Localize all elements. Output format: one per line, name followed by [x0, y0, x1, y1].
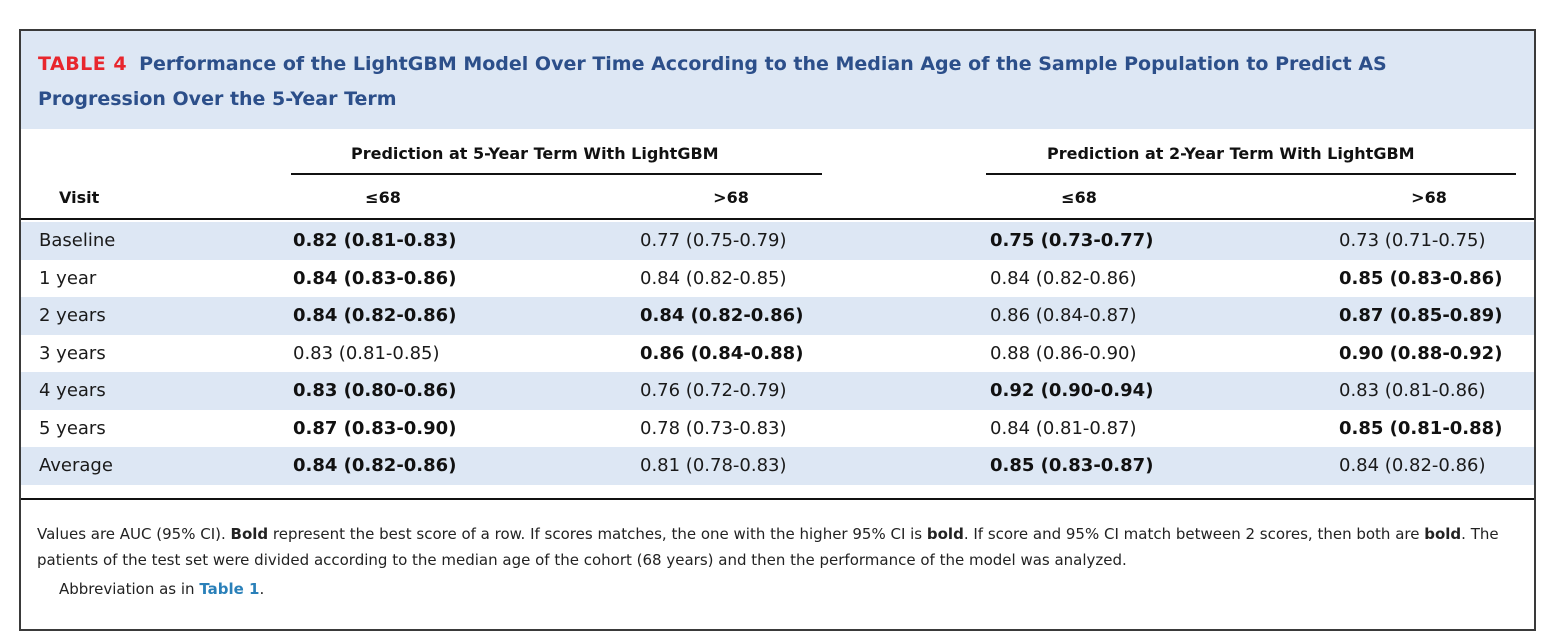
visit-cell: Average	[39, 455, 113, 476]
table-row: Average 0.84 (0.82-0.86) 0.81 (0.78-0.83) 0…	[21, 447, 1534, 485]
visit-cell: 3 years	[39, 342, 106, 364]
footnote-text: . The patients of the test set were divi…	[37, 525, 1499, 569]
auc-cell: 0.78 (0.73-0.83)	[640, 417, 787, 439]
group-rule-5-year	[291, 173, 822, 175]
group-header-5-year: Prediction at 5-Year Term With LightGBM	[351, 144, 719, 163]
auc-cell: 0.81 (0.78-0.83)	[640, 455, 787, 476]
table-1-link[interactable]: Table 1	[199, 580, 260, 598]
auc-cell: 0.88 (0.86-0.90)	[990, 342, 1137, 364]
table-footnote: Values are AUC (95% CI). Bold represent …	[37, 521, 1527, 573]
footnote-text: . If score and 95% CI match between 2 sc…	[963, 525, 1425, 543]
auc-cell: 0.83 (0.81-0.86)	[1339, 380, 1486, 401]
abbreviation-prefix: Abbreviation as in	[59, 580, 200, 598]
table-bottom-rule	[21, 498, 1534, 500]
auc-cell: 0.76 (0.72-0.79)	[640, 380, 787, 401]
auc-cell: 0.86 (0.84-0.88)	[640, 342, 804, 364]
footnote-bold: Bold	[230, 525, 269, 543]
visit-cell: 2 years	[39, 305, 106, 326]
visit-cell: 1 year	[39, 267, 97, 289]
table-row: 1 year 0.84 (0.83-0.86) 0.84 (0.82-0.85) 0.…	[21, 260, 1534, 298]
visit-cell: 5 years	[39, 417, 106, 439]
abbreviation-note: Abbreviation as in Table 1.	[59, 580, 264, 598]
table-title-band: TABLE 4 Performance of the LightGBM Model…	[21, 31, 1534, 129]
abbreviation-suffix: .	[259, 580, 265, 598]
footnote-bold: bold	[1424, 525, 1462, 543]
auc-cell: 0.75 (0.73-0.77)	[990, 230, 1154, 251]
table-row: 2 years 0.84 (0.82-0.86) 0.84 (0.82-0.86) 0…	[21, 297, 1534, 335]
auc-cell: 0.84 (0.81-0.87)	[990, 417, 1137, 439]
auc-cell: 0.77 (0.75-0.79)	[640, 230, 787, 251]
auc-cell: 0.87 (0.83-0.90)	[293, 417, 457, 439]
table-number-label: TABLE 4	[38, 53, 128, 75]
auc-cell: 0.83 (0.81-0.85)	[293, 342, 440, 364]
table-row: 3 years 0.83 (0.81-0.85) 0.86 (0.84-0.88) 0…	[21, 335, 1534, 373]
table-row: 5 years 0.87 (0.83-0.90) 0.78 (0.73-0.83) 0…	[21, 410, 1534, 448]
auc-cell: 0.84 (0.82-0.86)	[990, 267, 1137, 289]
table-row: 4 years 0.83 (0.80-0.86) 0.76 (0.72-0.79) 0…	[21, 372, 1534, 410]
auc-cell: 0.84 (0.82-0.86)	[293, 305, 457, 326]
table-title: TABLE 4 Performance of the LightGBM Model…	[38, 47, 1518, 117]
auc-cell: 0.92 (0.90-0.94)	[990, 380, 1154, 401]
auc-cell: 0.83 (0.80-0.86)	[293, 380, 457, 401]
subheader-5y-le68: ≤68	[365, 188, 401, 207]
footnote-text: represent the best score of a row. If sc…	[268, 525, 927, 543]
auc-cell: 0.84 (0.82-0.86)	[293, 455, 457, 476]
auc-cell: 0.82 (0.81-0.83)	[293, 230, 457, 251]
group-header-2-year: Prediction at 2-Year Term With LightGBM	[1047, 144, 1415, 163]
subheader-2y-le68: ≤68	[1061, 188, 1097, 207]
auc-cell: 0.84 (0.83-0.86)	[293, 267, 457, 289]
group-rule-2-year	[986, 173, 1516, 175]
header-bottom-rule	[21, 218, 1534, 220]
visit-column-header: Visit	[59, 188, 100, 207]
footnote-text: Values are AUC (95% CI).	[37, 525, 231, 543]
auc-cell: 0.90 (0.88-0.92)	[1339, 342, 1503, 364]
auc-cell: 0.84 (0.82-0.86)	[1339, 455, 1486, 476]
auc-cell: 0.73 (0.71-0.75)	[1339, 230, 1486, 251]
table-frame: TABLE 4 Performance of the LightGBM Model…	[19, 29, 1536, 631]
auc-cell: 0.84 (0.82-0.85)	[640, 267, 787, 289]
footnote-bold: bold	[926, 525, 964, 543]
auc-cell: 0.87 (0.85-0.89)	[1339, 305, 1503, 326]
auc-cell: 0.84 (0.82-0.86)	[640, 305, 804, 326]
visit-cell: Baseline	[39, 230, 116, 251]
table-row: Baseline 0.82 (0.81-0.83) 0.77 (0.75-0.79)…	[21, 222, 1534, 260]
auc-cell: 0.85 (0.83-0.87)	[990, 455, 1154, 476]
visit-cell: 4 years	[39, 380, 106, 401]
table-title-text: Performance of the LightGBM Model Over T…	[38, 53, 1387, 110]
auc-cell: 0.86 (0.84-0.87)	[990, 305, 1137, 326]
auc-cell: 0.85 (0.81-0.88)	[1339, 417, 1503, 439]
subheader-2y-gt68: >68	[1411, 188, 1447, 207]
subheader-5y-gt68: >68	[713, 188, 749, 207]
auc-cell: 0.85 (0.83-0.86)	[1339, 267, 1503, 289]
